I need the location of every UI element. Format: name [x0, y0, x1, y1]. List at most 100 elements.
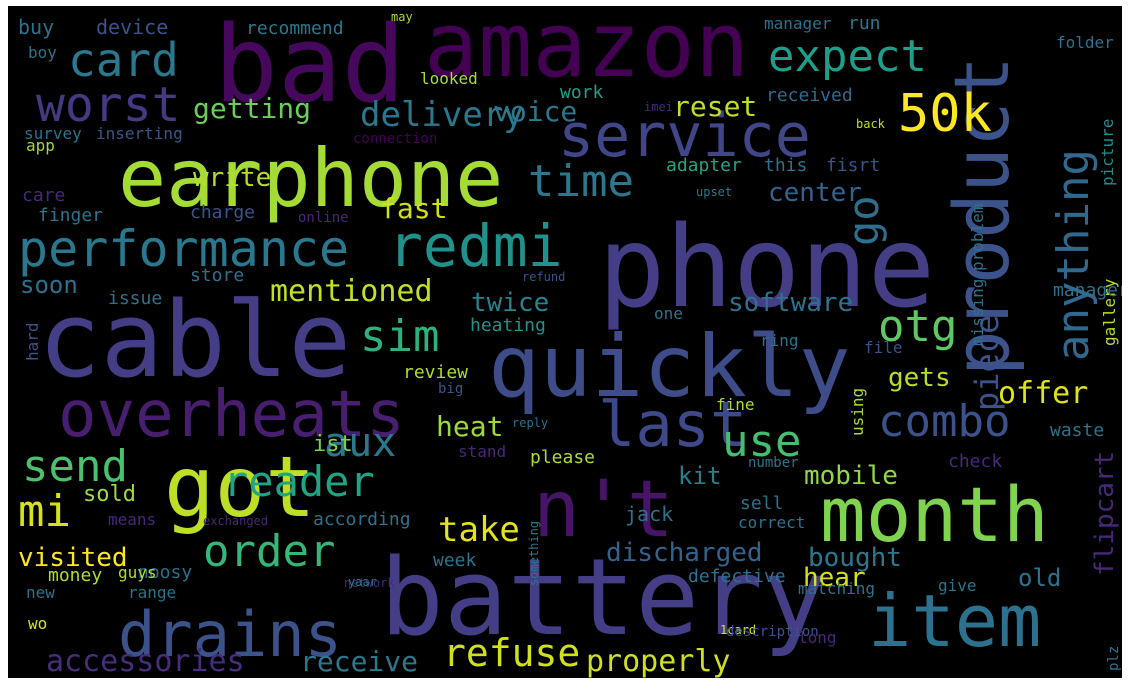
- word-ring: ring: [760, 331, 799, 350]
- word-network: network: [344, 576, 395, 590]
- word-order: order: [203, 526, 335, 577]
- word-range: range: [128, 583, 176, 602]
- word-new: new: [26, 583, 55, 602]
- word-month: month: [820, 470, 1049, 559]
- word-means: means: [108, 510, 156, 529]
- word-guys: guys: [118, 563, 157, 582]
- word-discharged: discharged: [606, 538, 763, 568]
- word-according: according: [313, 509, 411, 530]
- word-heat: heat: [436, 410, 503, 443]
- word-store: store: [190, 265, 244, 286]
- word-worst: worst: [36, 77, 181, 133]
- word-got: got: [164, 438, 316, 536]
- word-this: this: [764, 155, 807, 176]
- word-week: week: [433, 550, 477, 571]
- word-combo: combo: [878, 396, 1010, 447]
- word-quickly: quickly: [488, 317, 850, 417]
- word-give: give: [938, 576, 977, 595]
- word-sell: sell: [740, 493, 783, 514]
- word-survey: survey: [24, 124, 82, 143]
- word-phone: phone: [598, 203, 935, 333]
- word-earphone: earphone: [118, 132, 503, 225]
- word-folder: folder: [1056, 33, 1114, 52]
- word-hear: hear: [803, 563, 866, 593]
- word-kit: kit: [678, 462, 721, 490]
- word-cloud-canvas: phone battery cable quickly bad amazon earphon…: [18, 6, 1122, 678]
- word-issue: issue: [108, 288, 162, 309]
- word-jack: jack: [625, 502, 673, 526]
- word-write: write: [193, 163, 271, 193]
- word-stand: stand: [458, 442, 506, 461]
- word-service: service: [558, 101, 811, 171]
- word-missing: missing: [968, 279, 987, 346]
- word-mobile: mobile: [804, 461, 898, 491]
- word-may: may: [391, 10, 413, 24]
- word-finger: finger: [38, 205, 103, 226]
- word-received: received: [766, 85, 853, 106]
- word-review: review: [403, 362, 468, 383]
- word-run: run: [848, 13, 881, 34]
- word-looked: looked: [420, 69, 478, 88]
- word-waste: waste: [1050, 420, 1104, 441]
- word-otg: otg: [878, 301, 957, 352]
- word-using: using: [848, 388, 867, 436]
- word-reply: reply: [512, 416, 548, 430]
- word-fisrt: fisrt: [826, 155, 880, 176]
- word-cloud: phone battery cable quickly bad amazon earphon…: [8, 6, 1122, 678]
- word-defective: defective: [688, 566, 786, 587]
- word-problem: problem: [968, 204, 987, 271]
- word-connection: connection: [353, 131, 437, 147]
- word-sold: sold: [83, 482, 136, 507]
- word-voice: voice: [493, 95, 577, 128]
- word-refuse: refuse: [443, 631, 580, 675]
- word-center: center: [768, 178, 862, 208]
- word-go: go: [839, 195, 888, 246]
- word-sim: sim: [360, 311, 439, 362]
- word-number: number: [748, 455, 799, 471]
- word-boy: boy: [28, 43, 57, 62]
- word-device: device: [96, 15, 168, 39]
- word-cable: cable: [38, 279, 351, 401]
- word-properly: properly: [586, 644, 731, 678]
- word-charge: charge: [190, 202, 255, 223]
- word-performance: performance: [18, 220, 349, 278]
- word-yaar: yaar: [348, 575, 377, 589]
- word-expect: expect: [768, 31, 927, 82]
- word-care: care: [22, 185, 65, 206]
- word-aux: aux: [324, 420, 396, 466]
- word-recommend: recommend: [246, 18, 344, 39]
- word-bought: bought: [808, 543, 902, 573]
- word-something: something: [527, 521, 541, 586]
- word-ist: ist: [313, 432, 353, 457]
- word-wo: wo: [28, 614, 47, 633]
- word-twice: twice: [471, 288, 549, 318]
- word-soon: soon: [20, 271, 78, 299]
- word-delivery: delivery: [360, 95, 524, 135]
- word-visited: visited: [18, 543, 128, 573]
- word-overheats: overheats: [58, 378, 405, 452]
- word-please: please: [530, 447, 595, 468]
- word-matching: matching: [798, 579, 875, 598]
- word-take: take: [438, 510, 520, 550]
- word-gets: gets: [888, 363, 951, 393]
- word-n-t: n't: [533, 465, 674, 555]
- word-old: old: [1018, 564, 1061, 592]
- word-inserting: inserting: [96, 124, 183, 143]
- word-piece: piece: [968, 315, 1006, 411]
- word-imei: imei: [644, 100, 673, 114]
- word-last: last: [598, 388, 747, 461]
- word-work: work: [560, 82, 604, 103]
- word-noosy: noosy: [138, 562, 192, 583]
- word-big: big: [438, 381, 463, 397]
- word-refund: refund: [522, 270, 565, 284]
- word-manager: manager: [764, 14, 832, 33]
- word-battery: battery: [380, 536, 827, 659]
- word-online: online: [298, 210, 349, 226]
- word-plz: plz: [1106, 646, 1122, 671]
- word-software: software: [728, 288, 853, 318]
- word-time: time: [528, 156, 634, 207]
- word-50k: 50k: [898, 84, 992, 144]
- word-mi: mi: [18, 486, 71, 537]
- word-description: description: [726, 624, 819, 640]
- word-check: check: [948, 451, 1002, 472]
